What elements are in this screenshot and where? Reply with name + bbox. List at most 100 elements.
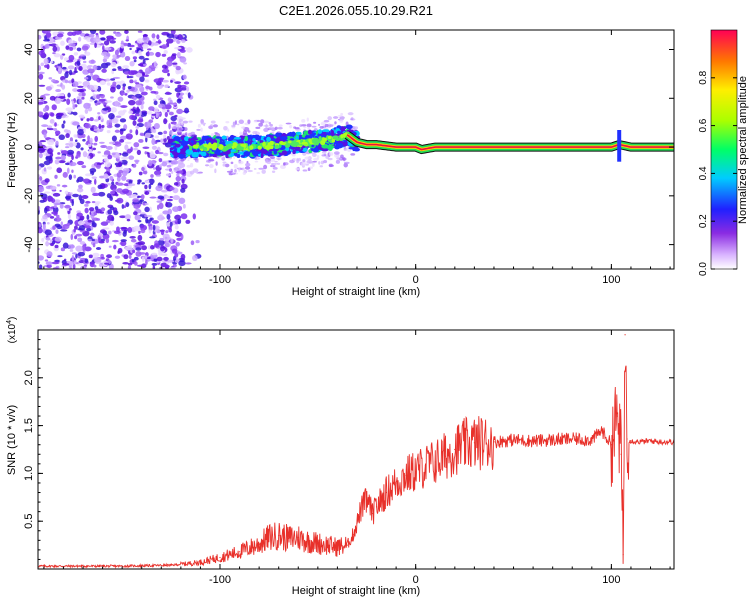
noise-blob <box>100 207 106 212</box>
noise-blob <box>61 184 68 188</box>
noise-blob <box>161 53 167 57</box>
scatter-blob <box>247 169 253 173</box>
noise-blob <box>116 176 121 182</box>
snr-point <box>372 512 374 515</box>
snr-point <box>287 537 290 540</box>
noise-blob <box>38 255 45 261</box>
noise-blob <box>126 148 132 154</box>
noise-blob <box>110 96 114 99</box>
scatter-blob <box>337 114 343 117</box>
noise-blob <box>122 231 127 237</box>
noise-blob <box>149 217 153 222</box>
noise-blob <box>99 229 107 234</box>
noise-blob <box>38 65 42 71</box>
noise-blob <box>51 211 59 215</box>
noise-blob <box>128 254 132 260</box>
noise-blob <box>84 51 91 56</box>
snr-point <box>375 506 378 508</box>
noise-blob <box>137 219 142 223</box>
noise-blob <box>68 54 75 61</box>
noise-blob <box>80 32 86 37</box>
noise-blob <box>107 154 113 160</box>
scatter-blob <box>328 164 334 167</box>
noise-blob <box>172 195 180 201</box>
noise-blob <box>124 55 131 62</box>
noise-blob <box>120 226 128 230</box>
colorbar: 0.0 0.2 0.4 0.6 0.8 Normalized spectral ampl… <box>698 29 749 276</box>
noise-blob <box>89 137 93 144</box>
snr-point <box>464 444 466 446</box>
noise-blob <box>100 221 109 226</box>
noise-blob <box>110 78 116 81</box>
signal-blob <box>201 153 205 157</box>
noise-blob <box>82 60 87 64</box>
noise-blob <box>87 135 90 142</box>
noise-blob <box>38 223 42 228</box>
noise-blob <box>64 204 71 209</box>
noise-blob <box>180 213 188 220</box>
noise-blob <box>180 233 184 240</box>
noise-blob <box>153 167 156 170</box>
scatter-blob <box>208 164 214 169</box>
noise-blob <box>73 134 78 138</box>
noise-blob <box>108 230 112 235</box>
noise-blob <box>107 214 114 221</box>
noise-blob <box>111 239 119 243</box>
noise-blob <box>94 42 97 48</box>
noise-blob <box>177 84 182 89</box>
noise-blob <box>142 58 146 65</box>
scatter-blob <box>176 128 180 131</box>
noise-blob <box>133 80 136 83</box>
scatter-blob <box>276 162 281 165</box>
noise-blob <box>83 36 91 41</box>
signal-blob <box>188 138 192 142</box>
noise-blob <box>109 220 114 226</box>
noise-blob <box>187 92 191 99</box>
noise-blob <box>98 116 101 121</box>
scatter-blob <box>245 162 251 167</box>
signal-blob <box>348 146 357 150</box>
noise-blob <box>77 187 84 193</box>
noise-blob <box>44 259 49 262</box>
noise-blob <box>52 45 58 53</box>
snr-point <box>571 438 573 440</box>
noise-blob <box>127 183 136 187</box>
noise-blob <box>145 214 153 218</box>
scatter-blob <box>188 120 193 123</box>
noise-blob <box>156 204 160 210</box>
snr-point <box>360 509 362 511</box>
noise-blob <box>169 221 173 227</box>
scatter-blob <box>234 169 237 173</box>
noise-blob <box>53 127 58 131</box>
scatter-blob <box>263 164 268 170</box>
noise-blob <box>145 85 151 90</box>
noise-blob <box>181 39 186 43</box>
noise-blob <box>130 238 137 243</box>
scatter-blob <box>321 151 327 154</box>
noise-blob <box>60 150 69 155</box>
noise-blob <box>138 50 142 56</box>
noise-blob <box>131 50 135 55</box>
snr-series-line <box>38 365 674 569</box>
noise-blob <box>180 84 187 89</box>
noise-blob <box>64 79 69 84</box>
noise-blob <box>68 140 74 144</box>
noise-blob <box>160 217 166 220</box>
noise-blob <box>86 227 92 232</box>
signal-blob <box>279 136 288 141</box>
snr-point <box>620 453 622 455</box>
snr-point <box>258 543 260 545</box>
noise-blob <box>102 227 110 230</box>
noise-blob <box>163 256 169 261</box>
noise-blob <box>82 178 91 184</box>
noise-blob <box>147 223 153 227</box>
noise-blob <box>96 100 101 104</box>
snr-point <box>454 448 456 451</box>
noise-blob <box>168 111 174 116</box>
noise-blob <box>128 110 134 115</box>
noise-blob <box>168 168 173 172</box>
noise-blob <box>82 138 86 142</box>
signal-core <box>340 134 344 139</box>
noise-blob <box>69 46 74 51</box>
scatter-blob <box>247 119 251 124</box>
